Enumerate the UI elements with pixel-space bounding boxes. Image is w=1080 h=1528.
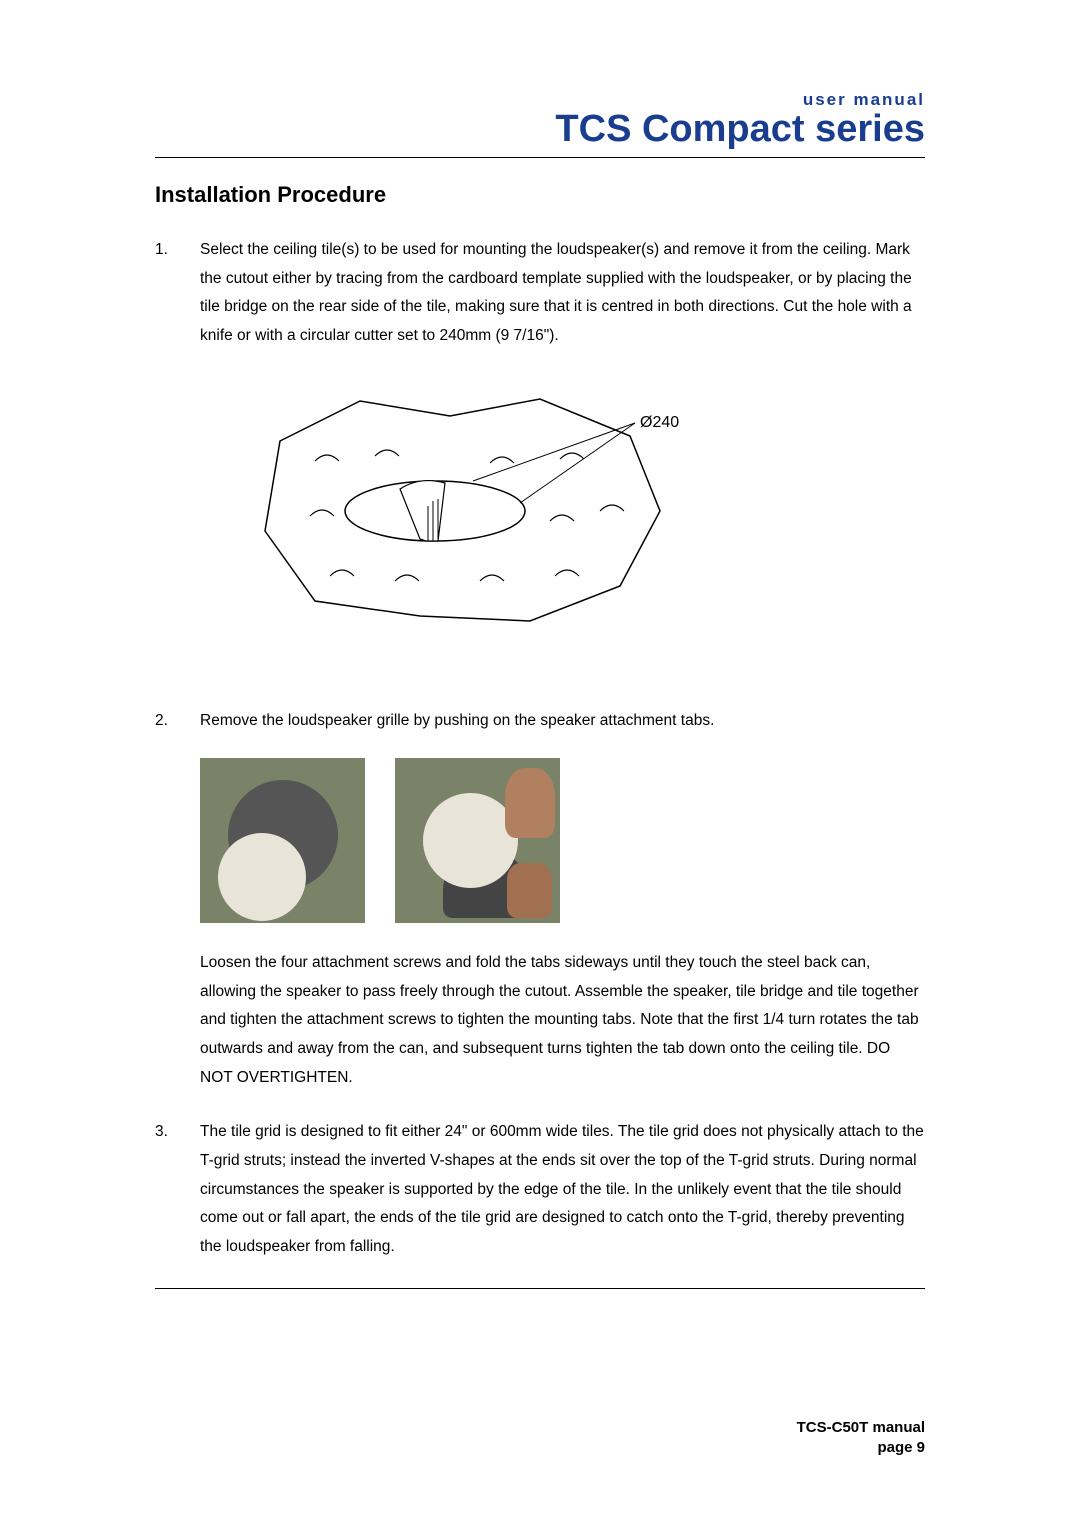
- leader-line: [520, 423, 635, 503]
- procedure-list: Select the ceiling tile(s) to be used fo…: [155, 236, 925, 1262]
- step-2: Remove the loudspeaker grille by pushing…: [155, 707, 925, 1092]
- footer-manual-name: TCS-C50T manual: [797, 1418, 925, 1438]
- step-2-text-b: Loosen the four attachment screws and fo…: [200, 949, 925, 1092]
- photo-1: [200, 758, 365, 923]
- photo-2-hand-1: [505, 768, 555, 838]
- footer-page-number: page 9: [797, 1438, 925, 1458]
- page-footer: TCS-C50T manual page 9: [797, 1418, 925, 1459]
- diameter-label: Ø240: [640, 414, 679, 431]
- footer-divider: [155, 1288, 925, 1289]
- step-2-text-a: Remove the loudspeaker grille by pushing…: [200, 712, 714, 729]
- step-2-photos: [200, 758, 925, 923]
- section-heading: Installation Procedure: [155, 182, 925, 208]
- user-manual-label: user manual: [155, 90, 925, 110]
- content-area: Select the ceiling tile(s) to be used fo…: [155, 236, 925, 1262]
- step-1-text: Select the ceiling tile(s) to be used fo…: [200, 241, 912, 344]
- texture-arc: [315, 455, 339, 461]
- step-3-text: The tile grid is designed to fit either …: [200, 1123, 924, 1255]
- page-container: user manual TCS Compact series Installat…: [0, 0, 1080, 1289]
- step-1: Select the ceiling tile(s) to be used fo…: [155, 236, 925, 681]
- step-3: The tile grid is designed to fit either …: [155, 1118, 925, 1261]
- photo-2: [395, 758, 560, 923]
- photo-2-hand-2: [507, 863, 552, 918]
- photo-2-grille: [423, 793, 518, 888]
- photo-1-grille: [218, 833, 306, 921]
- series-title: TCS Compact series: [155, 108, 925, 151]
- cutout-diagram: Ø240: [220, 381, 700, 641]
- page-header: user manual TCS Compact series: [155, 90, 925, 158]
